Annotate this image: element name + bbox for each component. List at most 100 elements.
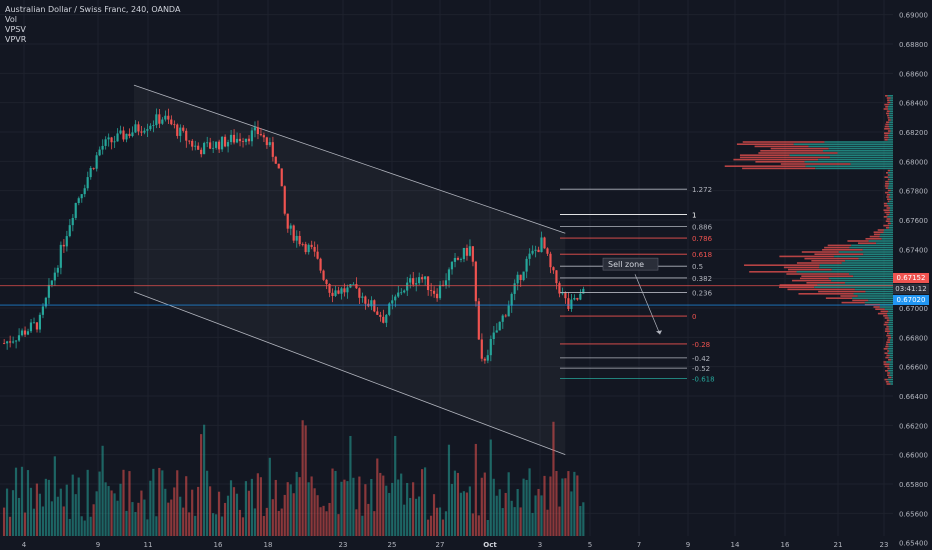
volume-bar [298,477,301,536]
volume-bar [167,502,170,536]
vp-bar-down [883,323,888,326]
candle-body [325,279,328,285]
candle-body [35,322,39,330]
volume-bar [564,478,567,536]
vp-bar-down [884,365,890,368]
candle-body [214,141,218,148]
price-tick-label: 0.65400 [899,540,928,548]
candle-body [2,343,6,344]
candle-body [507,305,510,317]
vp-bar-down [827,244,852,247]
vp-bar-down [880,310,889,313]
volume-bar [158,467,161,536]
candle-body [104,139,107,146]
volume-bar [11,490,15,536]
sell-zone-box[interactable] [602,257,659,271]
volume-bar [256,473,259,536]
volume-bar [426,519,430,536]
volume-bar [543,475,546,536]
vp-bar-down [886,207,891,209]
candle-body [292,225,295,241]
volume-bar [220,516,224,536]
volume-bar [247,490,251,536]
vp-bar-up [888,191,893,194]
vp-bar-down [885,95,888,97]
time-tick-label: 9 [686,541,690,549]
volume-bar [546,509,549,536]
candle-body [400,292,403,294]
vp-bar-down [754,145,809,148]
candle-body [29,322,33,332]
candle-body [364,296,367,304]
candle-body [8,341,12,343]
time-tick-label: 27 [436,541,445,549]
candle-body [537,249,540,253]
volume-bar [459,492,462,536]
candle-body [140,131,143,133]
vp-bar-down [886,218,891,220]
indicator-vpsv[interactable]: VPSV [5,25,26,34]
volume-bar [537,488,540,536]
vp-bar-down [825,297,853,299]
candle-body [570,299,573,309]
volume-bar [301,420,304,536]
channel-lower-line[interactable] [133,291,566,456]
vp-bar-down [814,253,864,255]
vp-bar-down [818,290,866,293]
volume-bar [525,479,528,536]
vp-bar-up [828,277,893,280]
indicator-vpvr[interactable]: VPVR [5,35,27,44]
vp-bar-up [850,163,893,165]
vp-bar-down [884,139,888,141]
candle-body [492,332,495,339]
vp-bar-up [868,299,893,302]
candle-body [50,280,53,285]
price-tick-label: 0.65600 [899,510,928,518]
vp-bar-up [804,161,893,163]
candle-body [376,311,379,315]
candle-body [65,236,68,247]
fib-level-label: 0.236 [692,289,713,297]
volume-bar [561,478,564,536]
vp-bar-up [889,374,893,376]
candle-body [564,292,567,299]
volume-bar [271,499,274,536]
vp-bar-down [869,235,880,238]
vp-bar-down [883,348,888,350]
channel-upper-line[interactable] [133,84,566,234]
vp-bar-up [889,224,893,227]
candle-body [355,284,358,289]
volume-bar [531,512,534,536]
vp-bar-down [885,370,889,372]
candle-body [262,135,265,138]
vp-bar-down [886,114,890,117]
candle-body [498,321,501,331]
vp-bar-down [786,273,850,275]
volume-bar [486,519,489,536]
vp-bar-down [796,262,842,264]
vp-bar-up [883,231,893,233]
chart-legend: Australian Dollar / Swiss Franc, 240, OA… [5,5,180,45]
vp-bar-down [887,117,890,119]
volume-bar [528,468,531,536]
vp-bar-down [877,229,884,231]
candle-body [549,253,552,268]
vp-bar-up [888,343,893,346]
candle-body [331,292,334,296]
volume-bar [468,486,471,536]
time-tick-label: 16 [214,541,223,549]
vp-bar-down [885,345,889,348]
volume-bar [29,487,33,536]
vp-bar-up [890,189,893,192]
time-tick-label: 18 [264,541,273,549]
volume-bar [477,515,480,536]
vp-bar-up [889,365,893,368]
indicator-vol[interactable]: Vol [5,15,17,24]
volume-bar [540,495,543,536]
volume-bar [155,516,158,536]
vp-bar-down [886,326,889,328]
candle-body [409,278,412,283]
vp-bar-down [865,238,882,240]
vp-bar-down [877,312,888,315]
